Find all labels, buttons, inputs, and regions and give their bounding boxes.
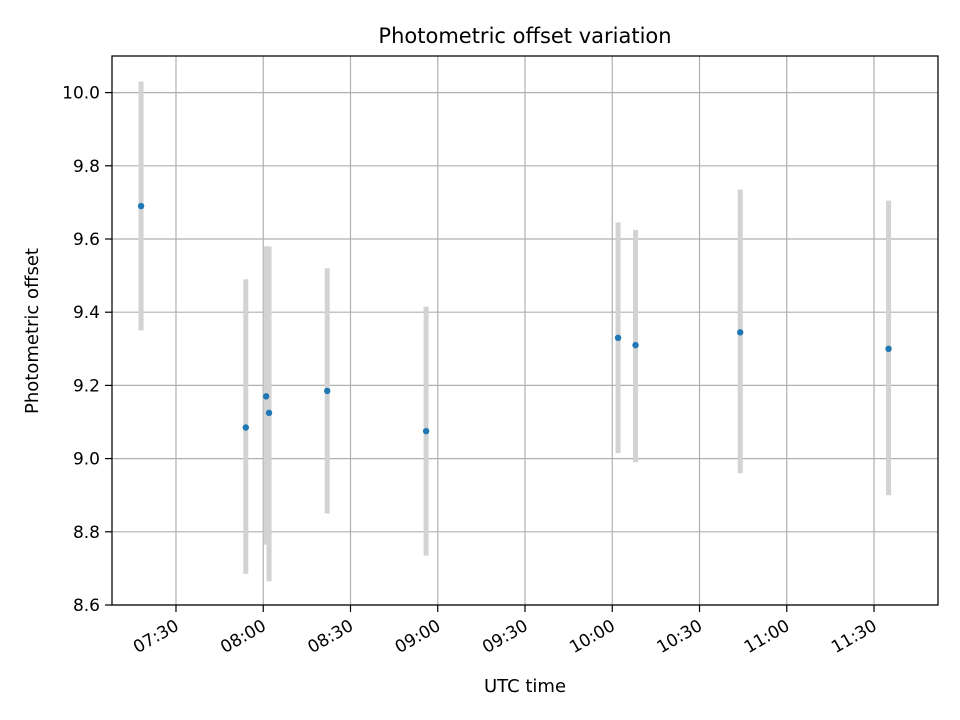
data-point [242,424,249,431]
y-tick-label: 8.6 [73,596,100,616]
grid-lines [112,56,938,606]
y-tick-label: 9.4 [73,303,100,323]
y-tick-label: 10.0 [62,84,100,104]
x-axis-label: UTC time [484,676,566,697]
data-point [262,393,270,400]
chart-title: Photometric offset variation [378,24,671,48]
y-tick-label: 9.0 [73,450,100,470]
data-point [614,334,622,342]
data-point [632,341,639,349]
y-tick-label: 9.8 [73,157,100,177]
data-point [137,202,145,210]
data-point [422,427,430,435]
y-axis-label: Photometric offset [22,248,43,414]
y-tick-label: 8.8 [73,523,100,543]
y-axis-ticks: 8.6 8.8 9.0 9.2 9.4 9.6 9.8 10.0 [62,84,112,616]
data-point [324,387,331,395]
data-point [737,329,744,336]
data-markers [137,202,892,435]
data-point [885,345,892,352]
y-tick-label: 9.6 [73,230,100,250]
y-tick-label: 9.2 [73,376,100,396]
data-point [265,409,273,417]
